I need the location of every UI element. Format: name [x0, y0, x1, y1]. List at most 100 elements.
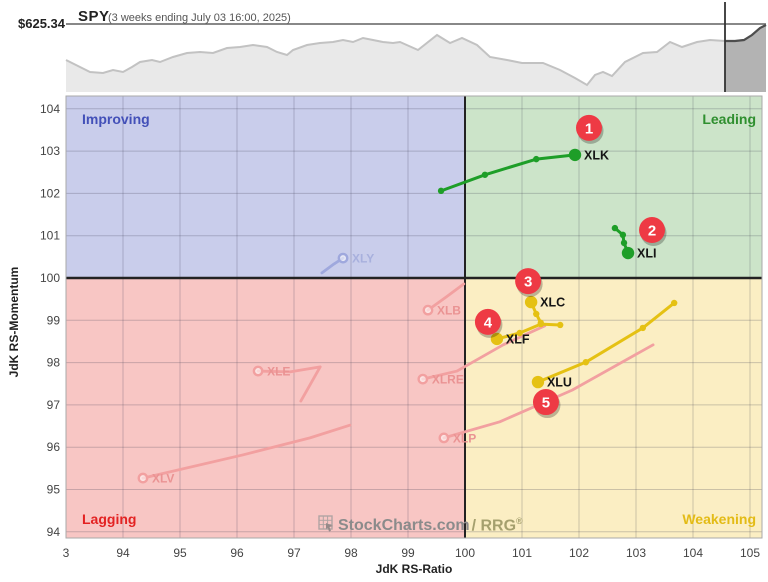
series-XLK: XLK [437, 148, 609, 195]
series-XLU-label[interactable]: XLU [547, 376, 572, 390]
y-tick-101: 101 [40, 229, 60, 243]
badge-2-XLI: 2 [639, 217, 667, 247]
x-tick-98: 98 [344, 546, 358, 560]
x-tick-104: 104 [683, 546, 703, 560]
series-XLI-node-0 [611, 224, 619, 232]
series-XLU-tail [536, 301, 676, 384]
spy-line [65, 24, 767, 87]
y-tick-96: 96 [47, 440, 61, 454]
series-XLF-node-0 [556, 321, 564, 329]
series-XLF-marker[interactable] [490, 332, 504, 346]
quadrant-label-leading: Leading [702, 111, 756, 127]
y-tick-103: 103 [40, 144, 60, 158]
x-tick-103: 103 [626, 546, 646, 560]
badge-number-1: 1 [585, 120, 593, 137]
series-XLU-node-2 [582, 358, 590, 366]
series-XLY-label[interactable]: XLY [352, 252, 374, 266]
series-XLK-node-0 [437, 187, 445, 195]
stockcharts-watermark[interactable]: StockCharts.com / RRG® [318, 515, 523, 537]
series-XLF-node-2 [516, 329, 523, 337]
x-tick-3: 3 [63, 546, 70, 560]
series-XLV: XLV [137, 423, 352, 486]
series-XLF-label[interactable]: XLF [506, 332, 530, 346]
series-XLK-label[interactable]: XLK [584, 148, 609, 162]
series-XLB-marker[interactable] [422, 304, 434, 316]
y-tick-98: 98 [47, 356, 61, 370]
x-tick-105: 105 [740, 546, 760, 560]
badge-number-5: 5 [542, 395, 550, 412]
series-XLRE-marker[interactable] [417, 373, 429, 385]
badge-3-XLC: 3 [515, 268, 543, 298]
series-XLC: XLC [524, 295, 565, 327]
rrg-quadrant-weakening [465, 278, 762, 538]
y-tick-100: 100 [40, 271, 60, 285]
y-tick-102: 102 [40, 186, 60, 200]
series-XLI: XLI [611, 224, 656, 261]
quadrant-label-weakening: Weakening [682, 511, 756, 527]
watermark-text: StockCharts.com [338, 517, 470, 534]
series-XLF: XLF [490, 320, 564, 346]
series-XLK-marker[interactable] [568, 148, 582, 162]
rrg-quadrant-leading [465, 96, 762, 278]
spy-mini-chart [65, 2, 767, 92]
series-XLI-node-2 [620, 239, 628, 247]
series-XLU-marker[interactable] [531, 375, 545, 389]
series-XLF-node-1 [537, 320, 545, 328]
y-axis-title: JdK RS-Momentum [7, 266, 21, 378]
badge-circle-3 [515, 268, 542, 295]
series-XLV-label[interactable]: XLV [152, 472, 174, 486]
series-XLU: XLU [531, 299, 678, 390]
x-axis-title: JdK RS-Ratio [375, 562, 453, 576]
series-XLB-tail [426, 282, 466, 312]
x-tick-96: 96 [230, 546, 244, 560]
quadrant-label-improving: Improving [82, 111, 150, 127]
x-tick-100: 100 [455, 546, 475, 560]
series-XLRE-label[interactable]: XLRE [432, 373, 464, 387]
y-tick-97: 97 [47, 398, 61, 412]
badge-circle-4 [474, 308, 501, 335]
badge-circle-1 [576, 114, 603, 141]
rrg-quadrant-lagging [66, 278, 465, 538]
badge-4-XLF: 4 [474, 308, 503, 338]
rrg-plot-border [65, 95, 763, 539]
series-XLY-marker[interactable] [337, 252, 349, 264]
series-XLP-label[interactable]: XLP [453, 431, 476, 445]
badge-number-4: 4 [484, 314, 493, 331]
series-XLE-tail [256, 365, 322, 403]
series-XLK-node-1 [481, 171, 489, 178]
series-XLC-marker[interactable] [524, 295, 538, 309]
series-XLB-label[interactable]: XLB [437, 304, 461, 318]
spy-price-label: $625.34 [18, 16, 65, 31]
x-tick-97: 97 [287, 546, 301, 560]
series-XLP-marker[interactable] [438, 432, 450, 444]
badge-circle-2 [639, 217, 666, 244]
series-XLU-node-1 [639, 324, 647, 332]
x-tick-95: 95 [173, 546, 187, 560]
y-tick-94: 94 [47, 525, 61, 539]
watermark-rrg-text: / RRG® [471, 516, 523, 535]
spy-highlight-region [725, 24, 767, 92]
badge-number-2: 2 [648, 223, 656, 240]
x-tick-101: 101 [512, 546, 532, 560]
y-tick-104: 104 [40, 102, 60, 116]
series-XLY: XLY [320, 252, 374, 275]
spy-area [66, 25, 766, 92]
series-XLU-node-0 [670, 299, 678, 307]
y-tick-99: 99 [47, 313, 61, 327]
series-XLE-marker[interactable] [252, 365, 264, 377]
series-XLRE: XLRE [417, 324, 547, 387]
x-tick-94: 94 [116, 546, 130, 560]
series-XLC-label[interactable]: XLC [540, 296, 565, 310]
badge-1-XLK: 1 [576, 114, 604, 144]
series-XLI-marker[interactable] [621, 246, 635, 260]
series-XLV-tail [141, 423, 352, 480]
series-XLI-label[interactable]: XLI [637, 247, 656, 261]
series-XLK-node-2 [533, 155, 540, 163]
series-XLV-marker[interactable] [137, 472, 149, 484]
x-tick-102: 102 [569, 546, 589, 560]
series-XLE-label[interactable]: XLE [267, 365, 290, 379]
badge-5-XLU: 5 [532, 389, 561, 419]
rrg-quadrant-improving [66, 96, 465, 278]
